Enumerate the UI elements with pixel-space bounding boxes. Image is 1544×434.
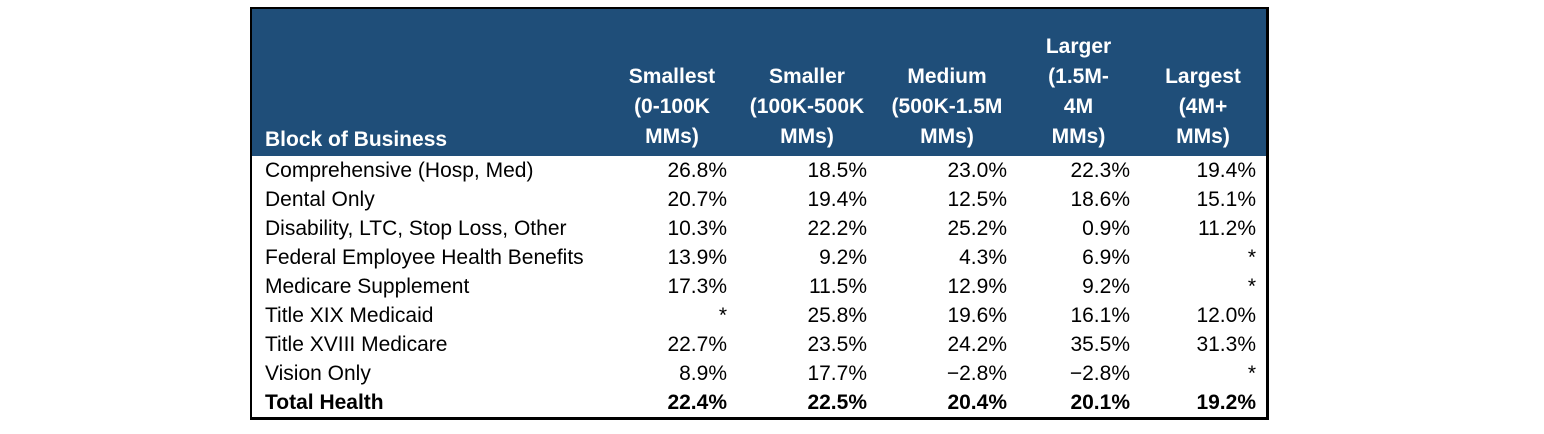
cell-value: 6.9% [1082, 246, 1130, 269]
cell-value: * [1247, 246, 1256, 269]
cell-value: 35.5% [1070, 333, 1130, 356]
column-header-smallest: Smallest (0-100K MMs) [607, 9, 737, 156]
cell-value: 22.4% [667, 391, 727, 414]
cell-value: 11.2% [1198, 217, 1256, 240]
header-line: (0-100K [634, 95, 710, 118]
table-row: Comprehensive (Hosp, Med) 26.8% 18.5% 23… [252, 156, 1266, 185]
cell-value: 31.3% [1196, 333, 1256, 356]
table-row: Title XVIII Medicare 22.7% 23.5% 24.2% 3… [252, 330, 1266, 359]
cell-value: * [1247, 362, 1256, 385]
cell-value: 11.5% [809, 275, 867, 298]
cell-value: 19.6% [947, 304, 1007, 327]
cell-value: 18.5% [807, 159, 867, 182]
cell-value: 12.9% [947, 275, 1007, 298]
column-header-block-of-business: Block of Business [252, 9, 607, 156]
cell-value: 9.2% [819, 246, 867, 269]
cell-value: 4.3% [959, 246, 1007, 269]
header-line: (4M+ [1178, 95, 1228, 118]
cell-value: * [1247, 275, 1256, 298]
cell-value: −2.8% [1069, 362, 1130, 385]
column-header-larger: Larger (1.5M- 4M MMs) [1017, 9, 1140, 156]
cell-value: 26.8% [667, 159, 727, 182]
table-row: Vision Only 8.9% 17.7% −2.8% −2.8% * [252, 359, 1266, 388]
cell-value: 20.4% [947, 391, 1007, 414]
header-row: Block of Business Smallest (0-100K MMs) … [252, 9, 1266, 156]
cell-value: 19.4% [807, 188, 867, 211]
cell-value: 15.1% [1196, 188, 1256, 211]
header-line: MMs) [780, 125, 834, 148]
data-table: Block of Business Smallest (0-100K MMs) … [252, 9, 1266, 417]
row-label: Vision Only [265, 362, 371, 385]
cell-value: 0.9% [1082, 217, 1130, 240]
row-label: Disability, LTC, Stop Loss, Other [265, 217, 567, 240]
cell-value: 22.7% [667, 333, 727, 356]
header-line: MMs) [645, 125, 699, 148]
cell-value: 25.2% [947, 217, 1007, 240]
header-line: MMs) [920, 125, 974, 148]
table-row: Dental Only 20.7% 19.4% 12.5% 18.6% 15.1… [252, 185, 1266, 214]
row-label: Title XIX Medicaid [265, 304, 434, 327]
cell-value: * [718, 304, 727, 327]
table-row: Disability, LTC, Stop Loss, Other 10.3% … [252, 214, 1266, 243]
cell-value: 13.9% [667, 246, 727, 269]
cell-value: 22.5% [807, 391, 867, 414]
table-row: Medicare Supplement 17.3% 11.5% 12.9% 9.… [252, 272, 1266, 301]
column-header-medium: Medium (500K-1.5M MMs) [877, 9, 1017, 156]
cell-value: 22.3% [1070, 159, 1130, 182]
cell-value: 16.1% [1070, 304, 1130, 327]
cell-value: 20.1% [1070, 391, 1130, 414]
cell-value: 17.7% [807, 362, 867, 385]
column-header-smaller: Smaller (100K-500K MMs) [737, 9, 877, 156]
cell-value: −2.8% [946, 362, 1007, 385]
row-label: Comprehensive (Hosp, Med) [265, 159, 534, 182]
cell-value: 12.0% [1196, 304, 1256, 327]
header-line: 4M [1063, 95, 1094, 118]
header-line: Larger [1045, 35, 1112, 58]
cell-value: 9.2% [1082, 275, 1130, 298]
table-row: Title XIX Medicaid * 25.8% 19.6% 16.1% 1… [252, 301, 1266, 330]
header-line: (1.5M- [1048, 65, 1109, 88]
header-line: Medium [907, 65, 987, 88]
header-line: MMs) [1176, 125, 1230, 148]
header-line: Smaller [769, 65, 845, 88]
header-line: Largest [1165, 65, 1241, 88]
cell-value: 18.6% [1070, 188, 1130, 211]
cell-value: 25.8% [807, 304, 867, 327]
table-row: Federal Employee Health Benefits 13.9% 9… [252, 243, 1266, 272]
cell-value: 20.7% [667, 188, 727, 211]
cell-value: 8.9% [679, 362, 727, 385]
table-row-total-health: Total Health 22.4% 22.5% 20.4% 20.1% 19.… [252, 388, 1266, 417]
cell-value: 23.0% [947, 159, 1007, 182]
header-line: MMs) [1051, 125, 1106, 148]
cell-value: 17.3% [667, 275, 727, 298]
row-label: Federal Employee Health Benefits [265, 246, 584, 269]
cell-value: 12.5% [947, 188, 1007, 211]
cell-value: 24.2% [947, 333, 1007, 356]
row-label: Title XVIII Medicare [265, 333, 448, 356]
row-label: Total Health [265, 391, 384, 414]
header-line: (500K-1.5M [891, 95, 1003, 118]
cell-value: 19.4% [1196, 159, 1256, 182]
header-line: (100K-500K [749, 95, 865, 118]
row-label: Dental Only [265, 188, 375, 211]
header-line: Smallest [628, 65, 716, 88]
cell-value: 19.2% [1196, 391, 1256, 414]
column-header-largest: Largest (4M+ MMs) [1140, 9, 1266, 156]
row-label: Medicare Supplement [265, 275, 470, 298]
cell-value: 23.5% [807, 333, 867, 356]
cell-value: 22.2% [807, 217, 867, 240]
block-of-business-table: Block of Business Smallest (0-100K MMs) … [250, 7, 1269, 420]
cell-value: 10.3% [667, 217, 727, 240]
